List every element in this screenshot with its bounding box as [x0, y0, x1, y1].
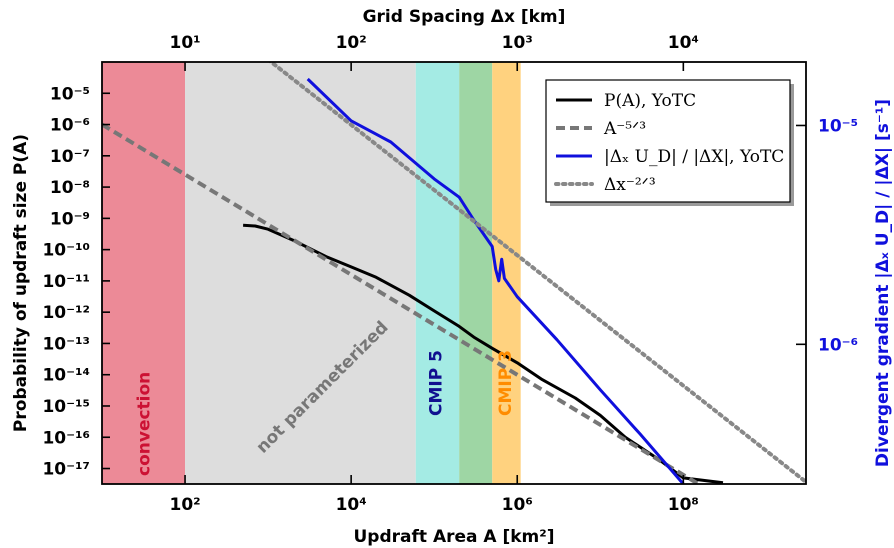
- series-line-2: [306, 77, 685, 484]
- y-axis-title: Probability of updraft size P(A): [11, 134, 31, 432]
- axis-ticks: 10² 10⁴ 10⁶ 10⁸ 10¹ 10² 10³ 10⁴ 10⁻⁵ 10⁻⁶ 10⁻⁷ 10⁻⁸…: [42, 33, 858, 515]
- band-2: [415, 62, 460, 484]
- x-tick-label: 10⁴: [336, 495, 367, 515]
- series-line-3: [267, 62, 806, 484]
- x-tick-label: 10⁶: [502, 495, 533, 515]
- top-tick-label: 10²: [336, 33, 367, 53]
- band-label-4: CMIP 3: [496, 350, 516, 416]
- right-axis-title: Divergent gradient |Δₓ U_D| / |ΔX| [s⁻¹]: [873, 99, 893, 467]
- y-tick-label: 10⁻¹⁴: [42, 366, 90, 386]
- y-tick-label: 10⁻⁶: [50, 116, 90, 136]
- y-tick-label: 10⁻¹⁷: [42, 460, 90, 480]
- top-tick-label: 10⁴: [668, 33, 699, 53]
- y-tick-label: 10⁻⁵: [50, 84, 90, 104]
- band-label-0: convection: [134, 372, 154, 476]
- band-label-2: CMIP 5: [427, 350, 447, 416]
- legend-entry-1: A⁻⁵ᐟ³: [603, 119, 646, 139]
- legend-entry-2: |Δₓ U_D| / |ΔX|, YoTC: [604, 147, 784, 167]
- y-tick-label: 10⁻¹⁵: [42, 397, 90, 417]
- top-tick-label: 10¹: [169, 33, 200, 53]
- legend: P(A), YoTC A⁻⁵ᐟ³ |Δₓ U_D| / |ΔX|, YoTC Δx⁻²…: [545, 79, 794, 206]
- series-line-1: [102, 122, 703, 484]
- y-tick-label: 10⁻¹²: [42, 303, 90, 323]
- band-3: [459, 62, 493, 484]
- band-1: [185, 62, 416, 484]
- y-tick-label: 10⁻¹⁰: [42, 241, 90, 261]
- top-axis-title: Grid Spacing Δx [km]: [363, 7, 566, 27]
- y-tick-label: 10⁻⁹: [50, 209, 90, 229]
- y-tick-label: 10⁻¹⁶: [42, 428, 90, 448]
- y-tick-label: 10⁻⁷: [50, 147, 90, 167]
- legend-entry-0: P(A), YoTC: [604, 91, 696, 111]
- x-tick-label: 10⁸: [668, 495, 699, 515]
- x-axis-title: Updraft Area A [km²]: [354, 527, 555, 547]
- y-tick-label: 10⁻¹³: [42, 334, 90, 354]
- y-tick-label: 10⁻⁸: [50, 178, 90, 198]
- y-tick-label: 10⁻¹¹: [42, 272, 90, 292]
- region-bands: [102, 62, 521, 484]
- y2-tick-label: 10⁻⁶: [818, 335, 858, 355]
- y2-tick-label: 10⁻⁵: [818, 116, 858, 136]
- top-tick-label: 10³: [502, 33, 533, 53]
- x-tick-label: 10²: [169, 495, 200, 515]
- series-lines: [102, 62, 806, 484]
- legend-entry-3: Δx⁻²ᐟ³: [604, 175, 656, 195]
- plot-frame: [101, 61, 807, 485]
